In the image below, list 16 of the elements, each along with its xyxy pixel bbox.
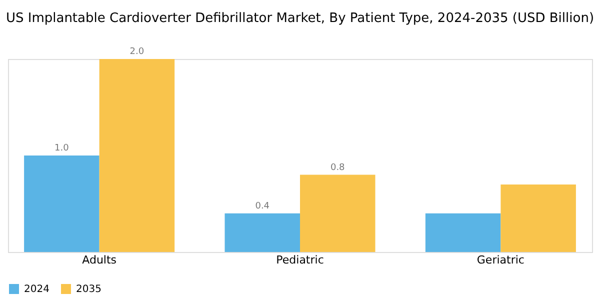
x-tick-label: Pediatric [276, 254, 324, 266]
legend-label: 2024 [24, 284, 50, 295]
bar [24, 156, 100, 252]
legend-label: 2035 [76, 284, 102, 295]
bar [99, 59, 175, 252]
data-label: 2.0 [130, 47, 144, 57]
x-tick-label: Geriatric [476, 254, 524, 266]
data-label: 0.8 [330, 162, 346, 173]
bar [425, 213, 501, 252]
bar [224, 213, 300, 252]
chart-title: US Implantable Cardioverter Defibrillator Market, By Patient Type, 2024-2035 (USD Billion) [6, 11, 594, 26]
data-label: 0.4 [255, 201, 270, 212]
x-tick-label: Adults [82, 254, 117, 266]
bar [300, 174, 376, 252]
bar [500, 184, 576, 252]
data-label: 1.0 [54, 144, 70, 154]
